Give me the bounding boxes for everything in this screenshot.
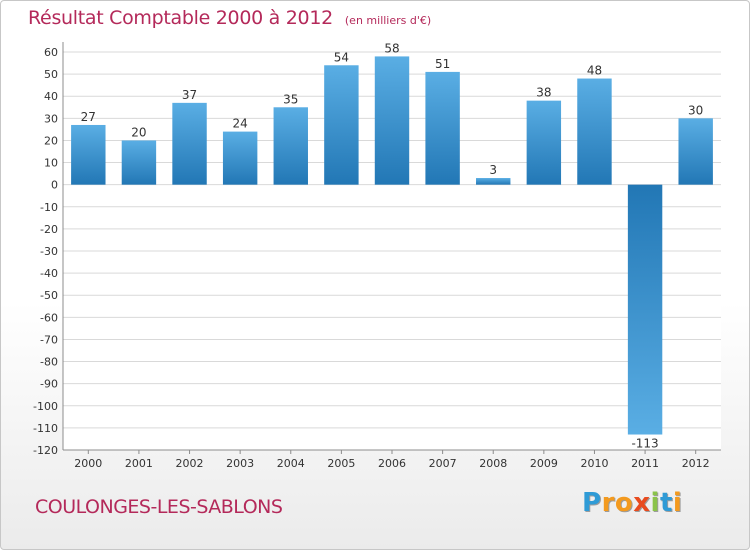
- value-label: 51: [435, 57, 450, 71]
- title-row: Résultat Comptable 2000 à 2012 (en milli…: [28, 7, 431, 29]
- y-tick-label: -50: [40, 289, 58, 302]
- y-tick-label: -40: [40, 267, 58, 280]
- bar-2010: [577, 78, 612, 185]
- bar-2009: [526, 100, 562, 185]
- bar-2000: [71, 124, 106, 185]
- x-tick-label: 2006: [378, 457, 406, 470]
- y-tick-label: -110: [33, 422, 58, 435]
- y-tick-label: -80: [40, 356, 58, 369]
- y-tick-label: -60: [40, 311, 58, 324]
- value-label: 20: [131, 125, 146, 139]
- logo-letter: i: [672, 488, 683, 518]
- y-tick-label: -20: [40, 223, 58, 236]
- value-label: 54: [334, 50, 349, 64]
- proxiti-logo: Proxiti: [582, 488, 682, 518]
- logo-letter: t: [659, 488, 673, 518]
- bar-2006: [374, 56, 410, 185]
- value-label: 38: [536, 86, 551, 100]
- bar-2002: [172, 102, 207, 185]
- x-tick-label: 2002: [176, 457, 204, 470]
- y-tick-label: 40: [44, 90, 58, 103]
- x-tick-label: 2012: [682, 457, 710, 470]
- y-tick-label: -120: [33, 444, 58, 457]
- value-label: 35: [283, 92, 298, 106]
- y-tick-label: -100: [33, 400, 58, 413]
- value-label: 58: [384, 41, 399, 55]
- y-tick-label: 50: [44, 68, 58, 81]
- y-tick-label: 0: [51, 179, 58, 192]
- logo-letter: i: [650, 488, 660, 518]
- bar-2001: [121, 140, 157, 185]
- x-tick-label: 2009: [530, 457, 558, 470]
- y-tick-label: -70: [40, 333, 58, 346]
- chart-subtitle: (en milliers d'€): [344, 14, 432, 27]
- x-tick-label: 2007: [429, 457, 457, 470]
- bar-2004: [273, 107, 308, 185]
- y-tick-label: -90: [40, 378, 58, 391]
- logo-letter: r: [601, 488, 615, 518]
- value-label: 37: [182, 88, 197, 102]
- y-tick-label: -30: [40, 245, 58, 258]
- x-tick-label: 2005: [327, 457, 355, 470]
- x-tick-label: 2008: [479, 457, 507, 470]
- value-label: 30: [688, 103, 703, 117]
- value-label: 3: [489, 163, 497, 177]
- bar-2003: [222, 131, 258, 185]
- x-tick-label: 2001: [125, 457, 153, 470]
- chart-title: Résultat Comptable 2000 à 2012: [28, 7, 333, 29]
- bar-2005: [324, 65, 359, 185]
- x-tick-label: 2003: [226, 457, 254, 470]
- value-label: -113: [631, 437, 658, 451]
- commune-name: COULONGES-LES-SABLONS: [35, 496, 283, 518]
- y-tick-label: 60: [44, 46, 58, 59]
- y-tick-label: 20: [44, 134, 58, 147]
- y-tick-label: 30: [44, 112, 58, 125]
- y-tick-label: -10: [40, 201, 58, 214]
- value-label: 48: [587, 64, 602, 78]
- bar-2007: [425, 71, 460, 185]
- x-tick-label: 2011: [631, 457, 659, 470]
- bar-2011: [627, 184, 663, 435]
- logo-letter: P: [582, 488, 602, 518]
- value-label: 24: [233, 117, 248, 131]
- y-tick-label: 10: [44, 157, 58, 170]
- x-tick-label: 2004: [277, 457, 305, 470]
- x-tick-label: 2010: [580, 457, 608, 470]
- x-tick-label: 2000: [74, 457, 102, 470]
- logo-letter: o: [614, 488, 634, 518]
- bar-2008: [476, 178, 511, 185]
- value-label: 27: [81, 110, 96, 124]
- logo-letter: x: [633, 488, 651, 518]
- bar-2012: [678, 118, 713, 185]
